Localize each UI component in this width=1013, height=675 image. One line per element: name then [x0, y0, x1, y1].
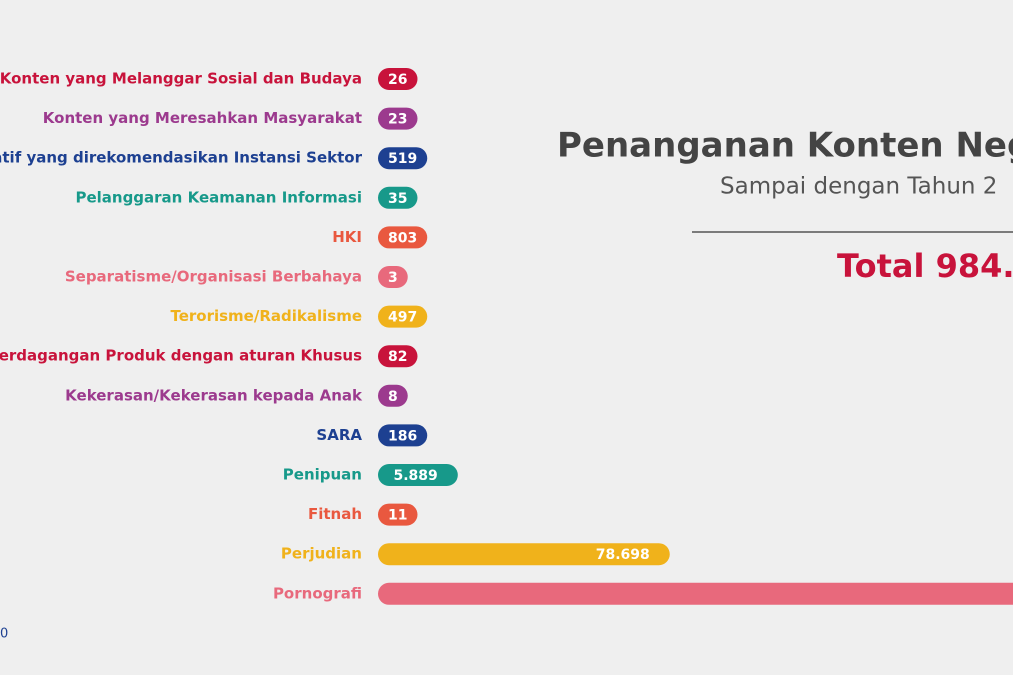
category-label: Fitnah: [308, 505, 362, 523]
value-label: 186: [388, 428, 417, 444]
chart-subtitle: Sampai dengan Tahun 2: [720, 174, 997, 200]
category-label: HKI: [332, 228, 362, 246]
bar: [378, 68, 418, 90]
value-label: 26: [388, 72, 407, 88]
category-label: Terorisme/Radikalisme: [170, 307, 362, 325]
bar: [378, 305, 428, 328]
bar: [378, 582, 1013, 605]
value-label: 35: [388, 191, 407, 207]
value-label: 82: [388, 349, 407, 365]
value-label: 803: [388, 230, 417, 246]
bar: [378, 384, 408, 407]
category-label: Penipuan: [283, 466, 362, 484]
bar: [378, 345, 418, 368]
chart-title: Penanganan Konten Nega: [557, 126, 1013, 166]
value-label: 23: [388, 112, 407, 128]
value-label: 11: [388, 508, 407, 524]
bar: [378, 226, 428, 249]
footnote: 0: [0, 627, 8, 642]
bar: [378, 464, 458, 486]
value-label: 3: [388, 270, 398, 286]
category-label: Konten yang Meresahkan Masyarakat: [43, 109, 362, 127]
bar: [378, 266, 408, 288]
total: Total 984.4: [837, 247, 1013, 285]
value-label: 78.698: [596, 547, 650, 563]
value-label: 5.889: [394, 468, 438, 484]
value-label: 497: [388, 310, 417, 326]
bar: [378, 503, 418, 526]
category-label: Pelanggaran Keamanan Informasi: [75, 188, 362, 206]
category-label: Kekerasan/Kekerasan kepada Anak: [65, 386, 363, 404]
bar: [378, 147, 428, 170]
category-label: Perjudian: [281, 545, 362, 563]
category-label: Pornografi: [273, 584, 362, 602]
category-label: Perdagangan Produk dengan aturan Khusus: [0, 347, 362, 365]
category-label: Separatisme/Organisasi Berbahaya: [65, 268, 362, 286]
bar: [378, 107, 418, 130]
value-label: 8: [388, 389, 398, 405]
category-label: Negatif yang direkomendasikan Instansi S…: [0, 149, 363, 167]
bar: [378, 543, 670, 566]
value-label: 519: [388, 151, 417, 167]
bar: [378, 186, 418, 209]
bar: [378, 424, 428, 447]
category-label: Konten yang Melanggar Sosial dan Budaya: [0, 70, 362, 88]
category-label: SARA: [316, 426, 362, 444]
